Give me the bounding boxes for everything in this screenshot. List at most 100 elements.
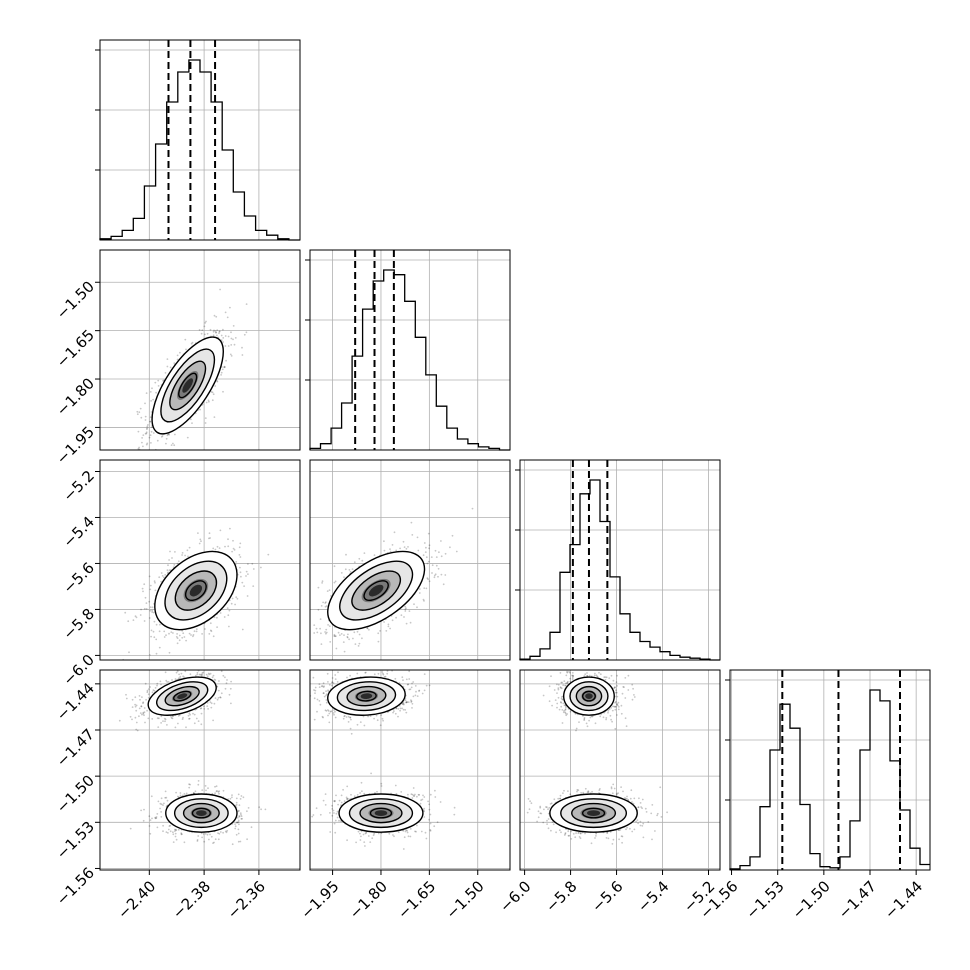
sample-point (160, 722, 163, 724)
contour-line (182, 802, 220, 824)
sample-point (129, 715, 132, 718)
sample-point (246, 838, 249, 841)
sample-point (159, 807, 162, 810)
sample-point (202, 833, 205, 835)
sample-point (264, 808, 267, 811)
sample-point (215, 790, 218, 793)
sample-point (226, 679, 228, 681)
sample-point (176, 633, 179, 635)
sample-point (334, 635, 336, 638)
sample-point (204, 333, 206, 336)
sample-point (333, 633, 336, 636)
contour-line (172, 690, 192, 702)
sample-point (165, 831, 168, 833)
sample-point (176, 642, 179, 645)
sample-point (216, 380, 219, 383)
sample-point (354, 643, 357, 645)
sample-point (240, 818, 243, 820)
sample-point (216, 616, 218, 619)
sample-point (226, 316, 229, 319)
sample-point (155, 391, 158, 394)
sample-point (437, 567, 440, 570)
sample-point (178, 639, 181, 642)
sample-point (395, 707, 398, 710)
sample-point (321, 715, 324, 718)
sample-point (401, 702, 404, 705)
sample-point (290, 619, 292, 621)
sample-point (234, 823, 237, 825)
sample-point (428, 547, 430, 550)
sample-point (383, 540, 385, 543)
sample-point (143, 714, 145, 717)
sample-point (227, 345, 230, 347)
sample-point (146, 709, 149, 712)
sample-point (134, 615, 137, 618)
sample-point (237, 821, 240, 823)
sample-point (213, 329, 215, 332)
sample-point (172, 632, 174, 634)
sample-point (313, 624, 316, 626)
sample-point (423, 542, 426, 544)
sample-point (136, 729, 139, 732)
sample-point (204, 833, 207, 835)
sample-point (395, 616, 397, 619)
sample-point (428, 580, 431, 583)
sample-point (426, 577, 429, 580)
sample-point (182, 675, 185, 678)
sample-point (214, 785, 216, 788)
sample-point (326, 590, 329, 592)
sample-point (155, 623, 158, 626)
sample-point (402, 540, 405, 543)
sample-point (418, 690, 420, 692)
contour-line (178, 372, 198, 399)
sample-point (214, 679, 217, 681)
sample-point (408, 610, 411, 612)
sample-point (220, 670, 223, 673)
sample-point (201, 329, 204, 331)
sample-point (164, 574, 167, 576)
sample-point (238, 823, 240, 826)
sample-point (218, 790, 221, 792)
sample-point (134, 705, 137, 708)
sample-point (169, 824, 172, 827)
sample-point (186, 436, 189, 439)
sample-point (235, 833, 238, 836)
sample-point (195, 628, 198, 630)
sample-point (211, 391, 214, 394)
sample-point (196, 840, 199, 842)
sample-point (220, 339, 223, 341)
sample-point (201, 836, 204, 839)
sample-point (214, 330, 217, 332)
sample-point (208, 633, 211, 635)
sample-point (239, 812, 242, 815)
sample-point (199, 707, 202, 710)
sample-point (141, 587, 144, 590)
sample-point (152, 611, 155, 614)
sample-point (234, 827, 237, 830)
sample-point (383, 676, 386, 678)
sample-point (225, 831, 228, 834)
sample-point (224, 830, 227, 833)
sample-point (158, 646, 161, 649)
sample-point (258, 806, 261, 809)
sample-point (208, 838, 210, 841)
sample-point (183, 841, 186, 844)
sample-point (153, 690, 156, 692)
sample-point (118, 719, 121, 722)
sample-point (139, 614, 142, 616)
sample-point (210, 391, 213, 393)
sample-point (157, 385, 160, 387)
sample-point (148, 654, 151, 656)
sample-point (332, 712, 335, 714)
sample-point (163, 630, 166, 633)
sample-point (404, 605, 407, 608)
sample-point (235, 803, 238, 806)
sample-point (175, 829, 178, 832)
sample-point (237, 828, 240, 831)
sample-point (235, 561, 238, 563)
sample-point (160, 797, 163, 800)
sample-point (405, 607, 407, 610)
sample-point (325, 601, 327, 603)
sample-point (212, 719, 215, 722)
sample-point (153, 636, 156, 639)
